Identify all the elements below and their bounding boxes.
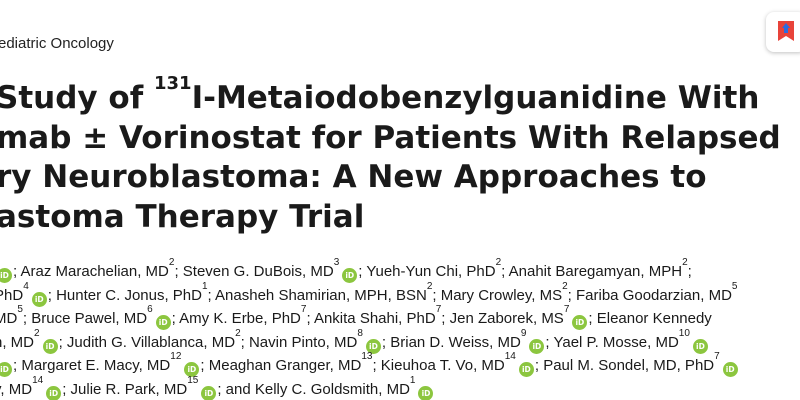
orcid-icon[interactable]: iD [529,338,545,354]
orcid-icon[interactable]: iD [0,268,12,283]
orcid-icon[interactable]: iD [46,385,62,400]
orcid-icon[interactable]: iD [518,362,534,377]
title-line: Study of 131I-Metaiodobenzylguanidine Wi… [0,73,760,117]
author-line: y, MD14iD; Julie R. Park, MD15iD; and Ke… [0,375,739,400]
orcid-icon[interactable]: iD [184,362,200,377]
orcid-icon[interactable]: iD [692,338,708,354]
isotope-superscript: 131 [153,73,192,94]
title-line: astoma Therapy Trial [0,198,365,235]
orcid-icon[interactable]: iD [365,338,381,354]
author-line: PhD4iD; Hunter C. Jonus, PhD1; Anasheh S… [0,281,739,308]
journal-name: ediatric Oncology [0,35,114,52]
title-line: ry Neuroblastoma: A New Approaches to [0,159,707,195]
author-list: iD; Araz Marachelian, MD2; Steven G. DuB… [0,258,739,400]
title-line: mab ± Vorinostat for Patients With Relap… [0,119,781,156]
orcid-icon[interactable]: iD [42,338,58,354]
author-line: iD; Margaret E. Macy, MD12iD; Meaghan Gr… [0,352,739,378]
orcid-icon[interactable]: iD [722,362,738,377]
orcid-icon[interactable]: iD [418,385,434,400]
article-title: Study of 131I-Metaiodobenzylguanidine Wi… [0,73,781,237]
orcid-icon[interactable]: iD [201,385,217,400]
bookmark-badge[interactable] [766,12,800,52]
orcid-icon[interactable]: iD [572,315,588,330]
bookmark-icon [778,21,794,41]
orcid-icon[interactable]: iD [31,291,47,307]
author-line: MD5; Bruce Pawel, MD6iD; Amy K. Erbe, Ph… [0,305,739,331]
orcid-icon[interactable]: iD [0,362,12,377]
author-line: h, MD2iD; Judith G. Villablanca, MD2; Na… [0,328,739,355]
orcid-icon[interactable]: iD [342,268,358,283]
orcid-icon[interactable]: iD [155,315,171,330]
author-line: iD; Araz Marachelian, MD2; Steven G. DuB… [0,258,739,284]
